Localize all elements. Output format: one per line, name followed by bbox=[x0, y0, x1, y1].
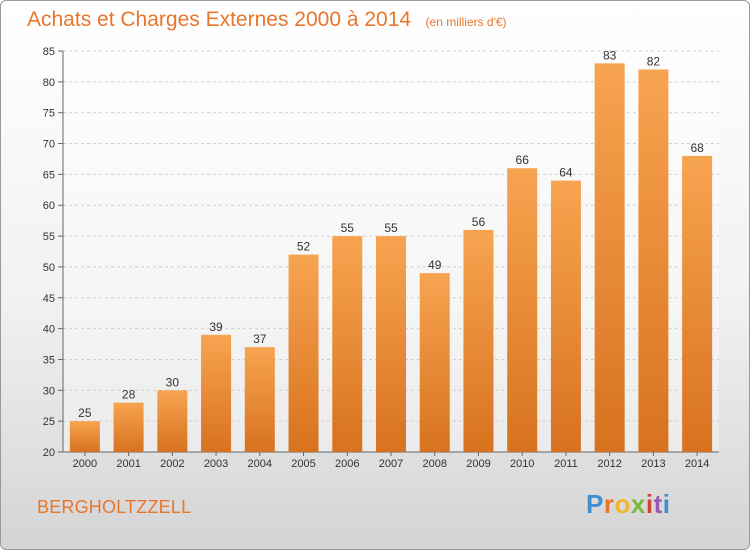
x-tick-label: 2014 bbox=[685, 458, 709, 470]
x-tick-label: 2013 bbox=[641, 458, 665, 470]
logo-letter: r bbox=[603, 489, 615, 519]
bar bbox=[288, 254, 319, 452]
y-tick-label: 55 bbox=[43, 231, 55, 243]
x-tick-label: 2000 bbox=[73, 458, 97, 470]
bar-value-label: 30 bbox=[166, 375, 180, 389]
bar-value-label: 39 bbox=[209, 320, 223, 334]
proxiti-logo: Proxiti bbox=[586, 489, 670, 520]
x-tick-label: 2006 bbox=[335, 458, 359, 470]
y-tick-label: 40 bbox=[43, 324, 55, 336]
bar bbox=[550, 180, 581, 453]
bar-value-label: 56 bbox=[472, 215, 486, 229]
logo-letter: x bbox=[630, 489, 646, 519]
bar bbox=[376, 236, 406, 452]
logo-letter: i bbox=[645, 489, 654, 519]
logo-letter: i bbox=[662, 489, 671, 519]
bar-value-label: 66 bbox=[516, 153, 530, 167]
bar bbox=[69, 421, 100, 452]
y-tick-label: 20 bbox=[43, 447, 55, 459]
bar bbox=[244, 347, 275, 452]
bar-value-label: 83 bbox=[603, 48, 617, 62]
logo-letter: o bbox=[614, 489, 631, 519]
y-tick-label: 75 bbox=[43, 108, 55, 120]
y-tick-label: 25 bbox=[43, 416, 55, 428]
bar-value-label: 28 bbox=[122, 388, 136, 402]
y-tick-label: 80 bbox=[43, 77, 55, 89]
bar-value-label: 68 bbox=[690, 141, 704, 155]
place-name: BERGHOLTZZELL bbox=[37, 497, 192, 517]
bar bbox=[507, 168, 538, 452]
bar-value-label: 49 bbox=[428, 258, 442, 272]
y-tick-label: 45 bbox=[43, 293, 55, 305]
y-tick-label: 35 bbox=[43, 354, 55, 366]
x-tick-label: 2011 bbox=[554, 458, 578, 470]
bar-value-label: 55 bbox=[384, 221, 398, 235]
bar bbox=[463, 229, 494, 452]
bar-value-label: 82 bbox=[647, 55, 661, 69]
bar bbox=[113, 402, 144, 452]
x-tick-label: 2007 bbox=[379, 458, 403, 470]
y-tick-label: 85 bbox=[43, 46, 55, 58]
logo-letter: P bbox=[586, 489, 604, 519]
bar bbox=[332, 236, 363, 452]
bar-value-label: 25 bbox=[78, 406, 92, 420]
bar-value-label: 52 bbox=[297, 240, 311, 254]
y-tick-label: 65 bbox=[43, 169, 55, 181]
bar bbox=[638, 69, 669, 452]
logo-letter: t bbox=[653, 489, 663, 519]
chart-title: Achats et Charges Externes 2000 à 2014 bbox=[27, 8, 412, 31]
x-tick-label: 2008 bbox=[422, 458, 446, 470]
bar-value-label: 37 bbox=[253, 332, 267, 346]
x-tick-label: 2012 bbox=[597, 458, 621, 470]
x-tick-label: 2004 bbox=[248, 458, 272, 470]
bar-value-label: 55 bbox=[341, 221, 355, 235]
bar bbox=[201, 334, 232, 452]
y-tick-label: 30 bbox=[43, 385, 55, 397]
bar-value-label: 64 bbox=[559, 166, 573, 180]
chart-title-wrap: Achats et Charges Externes 2000 à 2014 (… bbox=[27, 8, 507, 32]
bar bbox=[419, 273, 450, 452]
x-tick-label: 2005 bbox=[291, 458, 315, 470]
y-tick-label: 70 bbox=[43, 139, 55, 151]
chart-subtitle: (en milliers d'€) bbox=[425, 15, 507, 29]
bar bbox=[682, 155, 713, 452]
x-tick-label: 2001 bbox=[116, 458, 140, 470]
x-tick-label: 2009 bbox=[466, 458, 490, 470]
x-tick-label: 2010 bbox=[510, 458, 534, 470]
bar bbox=[157, 390, 188, 452]
x-tick-label: 2003 bbox=[204, 458, 228, 470]
x-tick-label: 2002 bbox=[160, 458, 184, 470]
bar bbox=[594, 63, 625, 452]
y-tick-label: 50 bbox=[43, 262, 55, 274]
y-tick-label: 60 bbox=[43, 200, 55, 212]
